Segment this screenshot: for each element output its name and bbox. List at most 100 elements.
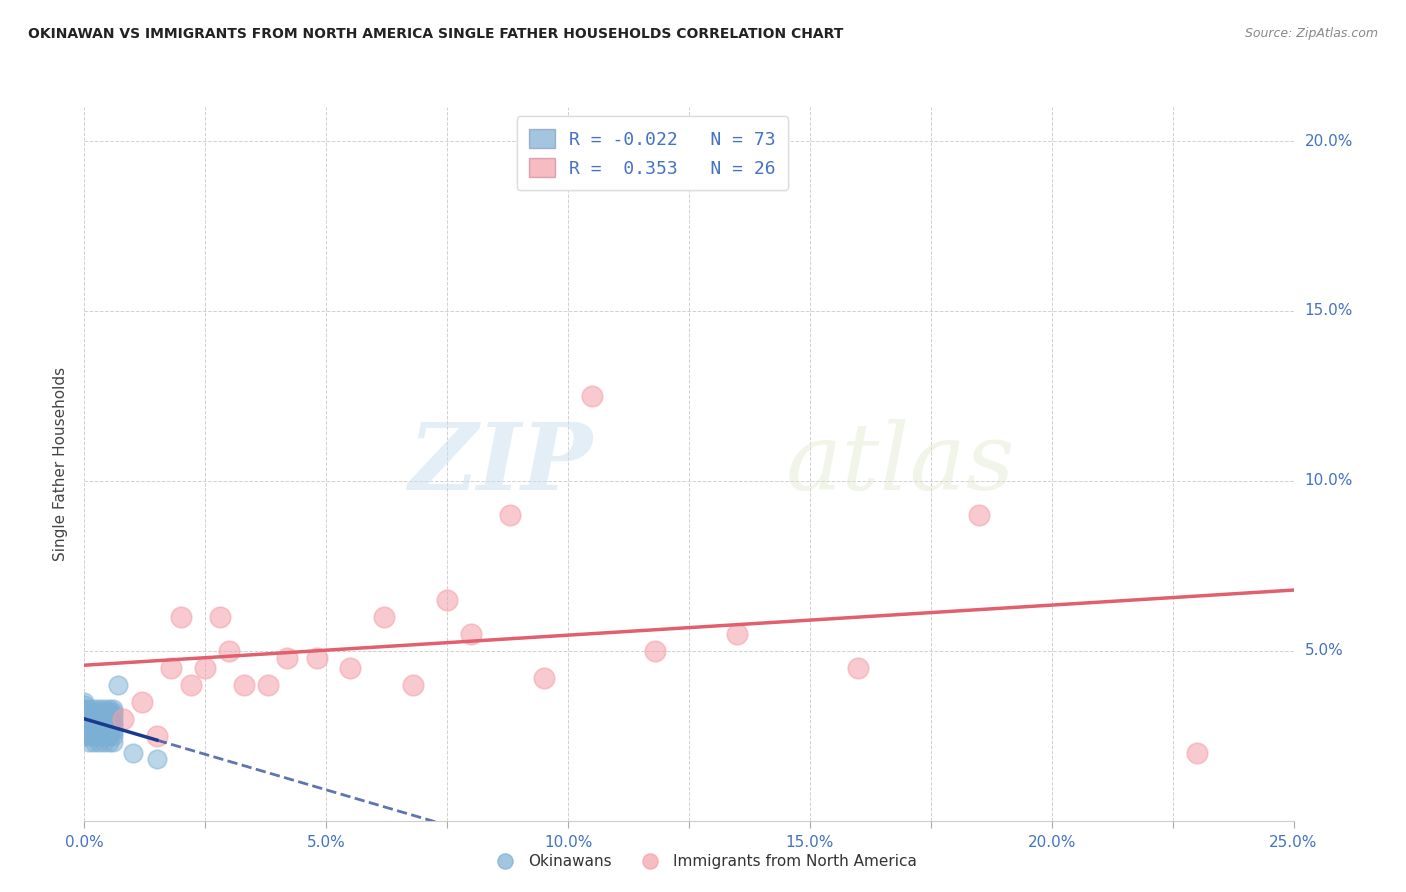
Point (77, 708, 100, 723)
Legend: R = -0.022   N = 73, R =  0.353   N = 26: R = -0.022 N = 73, R = 0.353 N = 26 (517, 116, 789, 190)
Point (73, 695, 96, 709)
Point (93, 729, 115, 743)
Text: 10.0%: 10.0% (1305, 474, 1353, 488)
Point (103, 725, 125, 739)
Point (83, 735, 105, 749)
Point (83, 718, 105, 732)
Point (339, 661, 361, 675)
Point (97, 735, 120, 749)
Point (146, 729, 169, 743)
Point (276, 650, 298, 665)
Point (402, 678, 425, 692)
Point (846, 661, 869, 675)
Point (460, 626, 482, 640)
Point (107, 678, 129, 692)
Point (581, 389, 603, 403)
Point (87, 735, 110, 749)
Point (77, 722, 100, 736)
Point (121, 746, 143, 760)
Point (73, 698, 96, 712)
Point (93, 701, 115, 715)
Point (87, 708, 110, 723)
Point (103, 722, 125, 736)
Point (160, 661, 183, 675)
Point (83, 712, 105, 726)
Point (967, 508, 990, 522)
Point (87, 701, 110, 715)
Point (103, 715, 125, 730)
Point (73, 712, 96, 726)
Point (97, 715, 120, 730)
Point (87, 715, 110, 730)
Point (87, 712, 110, 726)
Point (93, 715, 115, 730)
Point (83, 708, 105, 723)
Point (1185, 746, 1208, 760)
Point (93, 718, 115, 732)
Point (87, 729, 110, 743)
Point (73, 715, 96, 730)
Point (77, 715, 100, 730)
Point (93, 735, 115, 749)
Point (83, 705, 105, 719)
Point (73, 729, 96, 743)
Point (77, 729, 100, 743)
Point (87, 718, 110, 732)
Point (373, 609, 395, 624)
Point (83, 722, 105, 736)
Point (83, 729, 105, 743)
Y-axis label: Single Father Households: Single Father Households (53, 367, 69, 561)
Point (77, 712, 100, 726)
Point (257, 678, 280, 692)
Point (73, 708, 96, 723)
Point (77, 718, 100, 732)
Point (97, 718, 120, 732)
Point (87, 722, 110, 736)
Point (73, 705, 96, 719)
Point (97, 705, 120, 719)
Point (77, 701, 100, 715)
Legend: Okinawans, Immigrants from North America: Okinawans, Immigrants from North America (484, 848, 922, 875)
Point (180, 678, 202, 692)
Point (103, 701, 125, 715)
Point (87, 705, 110, 719)
Point (170, 609, 193, 624)
Point (533, 671, 555, 685)
Point (97, 708, 120, 723)
Point (97, 701, 120, 715)
Point (93, 725, 115, 739)
Point (73, 722, 96, 736)
Point (146, 752, 169, 766)
Point (218, 644, 240, 658)
Text: 5.0%: 5.0% (1305, 643, 1343, 658)
Point (93, 722, 115, 736)
Point (77, 705, 100, 719)
Point (77, 725, 100, 739)
Point (97, 712, 120, 726)
Point (93, 712, 115, 726)
Point (103, 705, 125, 719)
Point (233, 678, 256, 692)
Point (97, 722, 120, 736)
Point (87, 725, 110, 739)
Text: 20.0%: 20.0% (1305, 134, 1353, 149)
Point (93, 708, 115, 723)
Point (436, 592, 458, 607)
Text: atlas: atlas (786, 419, 1015, 508)
Point (83, 725, 105, 739)
Point (83, 701, 105, 715)
Point (103, 729, 125, 743)
Point (644, 644, 666, 658)
Text: Source: ZipAtlas.com: Source: ZipAtlas.com (1244, 27, 1378, 40)
Point (73, 718, 96, 732)
Text: OKINAWAN VS IMMIGRANTS FROM NORTH AMERICA SINGLE FATHER HOUSEHOLDS CORRELATION C: OKINAWAN VS IMMIGRANTS FROM NORTH AMERIC… (28, 27, 844, 41)
Point (305, 650, 328, 665)
Point (725, 626, 748, 640)
Text: 15.0%: 15.0% (1305, 303, 1353, 318)
Point (112, 712, 135, 726)
Point (499, 508, 522, 522)
Point (103, 712, 125, 726)
Point (131, 695, 153, 709)
Point (73, 701, 96, 715)
Point (103, 718, 125, 732)
